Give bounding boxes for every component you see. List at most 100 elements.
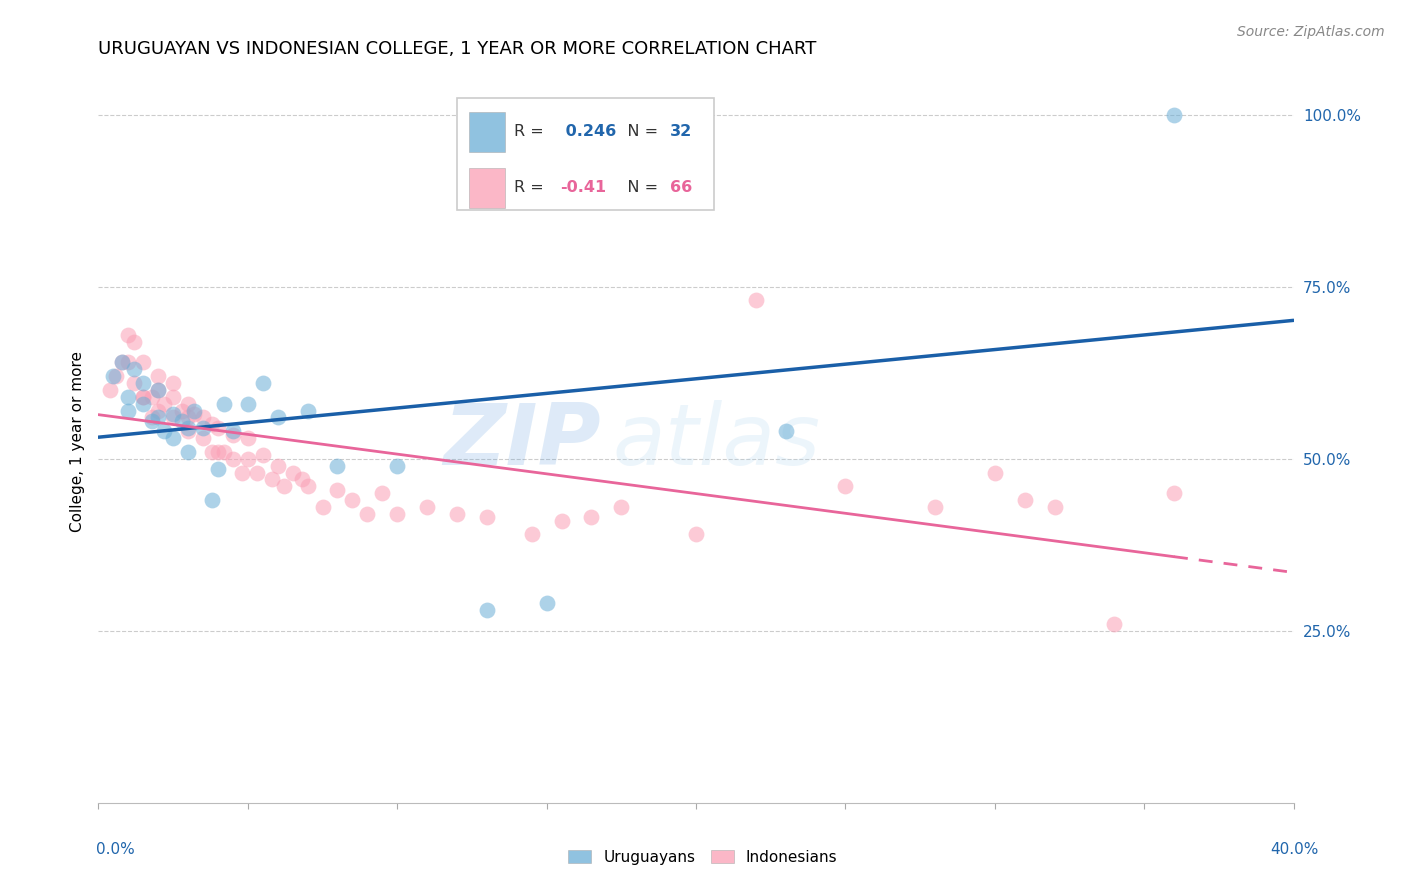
Point — [141, 390, 163, 404]
Point — [252, 448, 274, 462]
Point — [475, 603, 498, 617]
Point — [117, 390, 139, 404]
Point — [222, 451, 245, 466]
Text: atlas: atlas — [613, 400, 820, 483]
Point — [201, 417, 224, 432]
Point — [267, 410, 290, 425]
Point — [148, 383, 170, 397]
Point — [297, 403, 319, 417]
Point — [172, 414, 194, 428]
Point — [201, 493, 224, 508]
Point — [162, 390, 184, 404]
Point — [201, 445, 224, 459]
Point — [124, 376, 146, 390]
Point — [132, 355, 155, 369]
Point — [775, 424, 797, 438]
Text: 0.246: 0.246 — [560, 125, 616, 139]
Point — [1043, 500, 1066, 514]
Point — [252, 376, 274, 390]
Point — [172, 403, 194, 417]
Point — [117, 403, 139, 417]
Point — [745, 293, 768, 308]
Point — [153, 424, 176, 438]
Point — [267, 458, 290, 473]
Point — [117, 355, 139, 369]
Point — [550, 514, 572, 528]
Text: ZIP: ZIP — [443, 400, 600, 483]
Point — [117, 327, 139, 342]
Point — [1163, 486, 1185, 500]
Point — [212, 397, 235, 411]
Point — [356, 507, 378, 521]
Point — [1104, 616, 1126, 631]
Point — [207, 462, 229, 476]
Point — [260, 472, 283, 486]
Point — [231, 466, 253, 480]
Point — [212, 445, 235, 459]
Point — [153, 397, 176, 411]
Point — [236, 451, 259, 466]
Text: 40.0%: 40.0% — [1271, 842, 1319, 856]
Point — [1163, 108, 1185, 122]
Point — [111, 355, 134, 369]
Text: R =: R = — [515, 180, 550, 195]
Point — [191, 410, 214, 425]
Point — [1014, 493, 1036, 508]
FancyBboxPatch shape — [470, 168, 505, 208]
Text: N =: N = — [613, 125, 664, 139]
Point — [162, 431, 184, 445]
Point — [273, 479, 295, 493]
Point — [446, 507, 468, 521]
Point — [207, 445, 229, 459]
Point — [177, 421, 200, 435]
Point — [685, 527, 707, 541]
Text: URUGUAYAN VS INDONESIAN COLLEGE, 1 YEAR OR MORE CORRELATION CHART: URUGUAYAN VS INDONESIAN COLLEGE, 1 YEAR … — [98, 40, 817, 58]
Point — [520, 527, 543, 541]
Y-axis label: College, 1 year or more: College, 1 year or more — [69, 351, 84, 532]
Point — [148, 403, 170, 417]
Point — [177, 410, 200, 425]
Text: 0.0%: 0.0% — [96, 842, 135, 856]
Point — [385, 458, 409, 473]
Point — [924, 500, 946, 514]
Point — [132, 390, 155, 404]
Point — [124, 334, 146, 349]
Point — [326, 483, 349, 497]
Point — [141, 410, 163, 425]
Point — [177, 445, 200, 459]
Legend: Uruguayans, Indonesians: Uruguayans, Indonesians — [562, 844, 844, 871]
Point — [281, 466, 304, 480]
Point — [191, 431, 214, 445]
Point — [475, 510, 498, 524]
Text: R =: R = — [515, 125, 550, 139]
Point — [132, 376, 155, 390]
Point — [581, 510, 603, 524]
Point — [148, 383, 170, 397]
Text: 66: 66 — [669, 180, 692, 195]
Point — [246, 466, 269, 480]
Point — [148, 410, 170, 425]
Point — [342, 493, 364, 508]
Point — [236, 431, 259, 445]
Point — [416, 500, 439, 514]
Point — [371, 486, 394, 500]
Point — [536, 596, 558, 610]
Point — [111, 355, 134, 369]
Point — [162, 407, 184, 421]
Point — [105, 369, 128, 384]
Point — [177, 397, 200, 411]
Point — [103, 369, 125, 384]
Point — [207, 421, 229, 435]
Point — [191, 421, 214, 435]
Point — [162, 410, 184, 425]
Point — [326, 458, 349, 473]
Point — [141, 414, 163, 428]
Point — [162, 376, 184, 390]
Point — [183, 407, 205, 421]
Point — [984, 466, 1007, 480]
Point — [222, 427, 245, 442]
Point — [222, 424, 245, 438]
Point — [297, 479, 319, 493]
Point — [124, 362, 146, 376]
Point — [291, 472, 314, 486]
